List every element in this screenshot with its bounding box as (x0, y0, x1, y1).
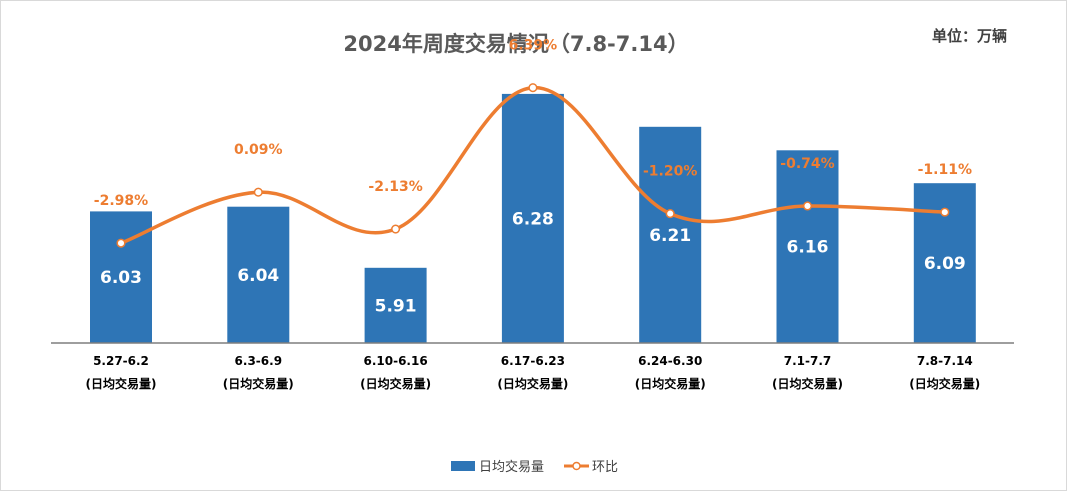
mom-value-label: -2.13% (368, 179, 422, 195)
x-tick-label: 7.8-7.14 (917, 354, 973, 368)
x-tick-label: 5.27-6.2 (93, 354, 149, 368)
legend-bar-label: 日均交易量 (479, 459, 544, 475)
x-tick-label: 6.24-6.30 (638, 354, 702, 368)
line-point-5.27-6.2 (117, 239, 125, 247)
legend-bar-swatch (451, 461, 475, 471)
bar-value-label: 6.04 (237, 266, 279, 286)
mom-value-label: -1.11% (918, 162, 972, 178)
line-point-6.10-6.16 (392, 225, 400, 233)
mom-value-label: 0.09% (234, 142, 283, 158)
line-point-6.24-6.30 (666, 210, 674, 218)
legend-line-label: 环比 (592, 460, 618, 475)
mom-value-label: 6.39% (509, 38, 558, 54)
mom-value-label: -2.98% (94, 193, 148, 209)
mom-value-label: -0.74% (780, 156, 834, 172)
x-tick-sublabel: (日均交易量) (497, 376, 568, 391)
chart-canvas: 2024年周度交易情况（7.8-7.14） 单位：万辆 6.03 6.045.91… (1, 1, 1066, 490)
x-tick-sublabel: (日均交易量) (360, 376, 431, 391)
chart-frame: 2024年周度交易情况（7.8-7.14） 单位：万辆 6.03 6.04 5.91… (0, 0, 1067, 491)
x-tick-label: 7.1-7.7 (784, 354, 832, 368)
x-tick-sublabel: (日均交易量) (772, 376, 843, 391)
x-tick-label: 6.3-6.9 (235, 354, 283, 368)
legend: 日均交易量 环比 (451, 459, 618, 475)
x-tick-sublabel: (日均交易量) (909, 376, 980, 391)
bar-value-label: 6.28 (512, 209, 554, 229)
x-tick-sublabel: (日均交易量) (635, 376, 706, 391)
x-tick-sublabel: (日均交易量) (86, 376, 157, 391)
mom-value-label: -1.20% (643, 164, 697, 180)
bar-value-label: 6.16 (787, 238, 829, 258)
unit-label: 单位：万辆 (932, 27, 1007, 45)
line-point-6.17-6.23 (529, 84, 537, 92)
category-labels: 5.27-6.2 (日均交易量) 6.3-6.9 (日均交易量) 6.10-6.16 (日… (86, 354, 981, 391)
bar-value-label: 6.09 (924, 254, 966, 274)
x-tick-label: 6.17-6.23 (501, 354, 565, 368)
legend-line-marker (573, 463, 580, 470)
line-point-6.3-6.9 (254, 188, 262, 196)
line-point-7.1-7.7 (804, 202, 812, 210)
bar-value-label: 5.91 (375, 296, 417, 316)
bar-value-label: 6.21 (649, 226, 691, 246)
x-tick-label: 6.10-6.16 (363, 354, 427, 368)
line-point-7.8-7.14 (941, 208, 949, 216)
bar-value-label: 6.03 (100, 268, 142, 288)
x-tick-sublabel: (日均交易量) (223, 376, 294, 391)
